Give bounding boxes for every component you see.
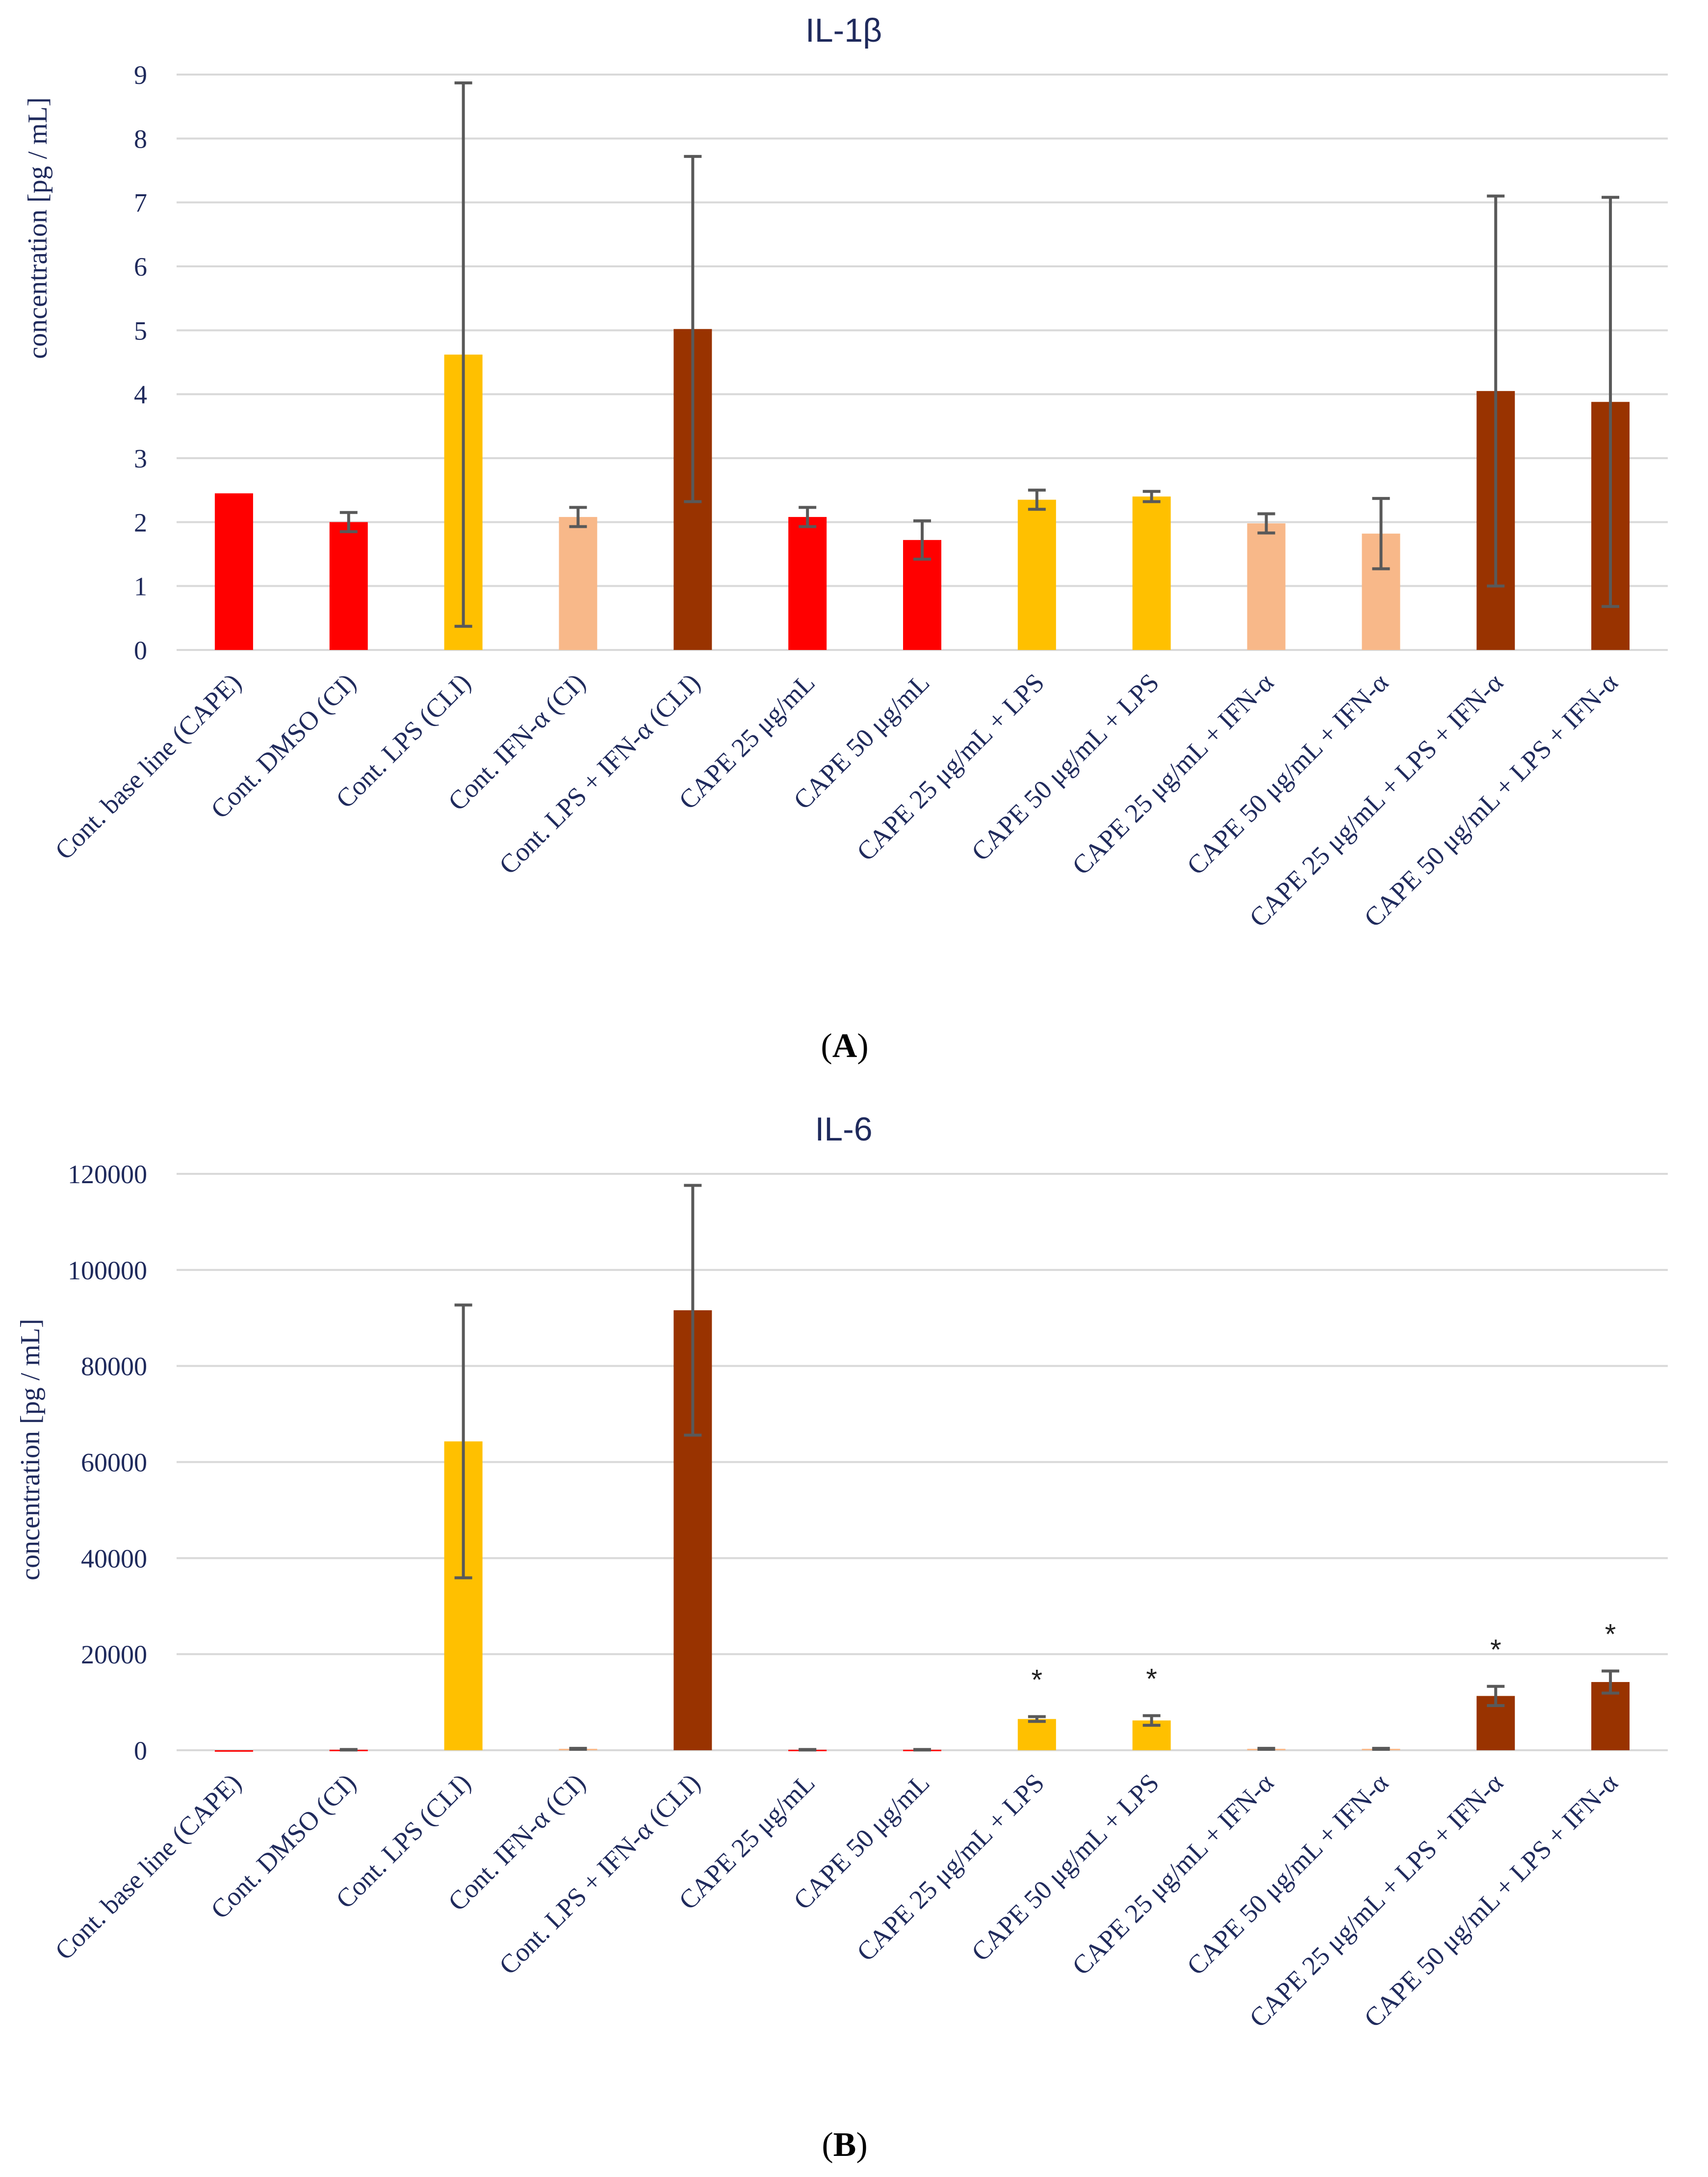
category-label: Cont. LPS + IFN-α (CLI) xyxy=(493,668,706,880)
error-bar xyxy=(1257,512,1275,535)
chart-title-il-1b: IL-1β xyxy=(805,12,882,49)
y-axis-label-il-1b: concentration [pg / mL] xyxy=(23,97,53,359)
error-bar xyxy=(1602,196,1620,608)
category-label: CAPE 50 μg/mL + LPS + IFN-α xyxy=(1358,668,1623,933)
error-bar xyxy=(1142,490,1161,503)
chart-title-il-6: IL-6 xyxy=(815,1111,872,1148)
significance-marker: * xyxy=(1032,1664,1043,1696)
gridlines xyxy=(177,74,1668,651)
panel-letter-a: A xyxy=(832,1027,857,1065)
bars xyxy=(214,329,1630,650)
error-bar xyxy=(1372,497,1390,570)
error-bar xyxy=(1028,1715,1046,1723)
category-label: CAPE 50 μg/mL + IFN-α xyxy=(1181,668,1394,881)
panel-b-il-6-chart: IL-6 concentration [pg / mL] 0 20000 40000… xyxy=(15,1111,1668,2164)
category-label: Cont. base line (CAPE) xyxy=(49,1768,247,1966)
category-label: Cont. base line (CAPE) xyxy=(49,668,247,865)
y-tick-label: 0 xyxy=(134,636,147,665)
category-label: CAPE 50 μg/mL + LPS xyxy=(966,668,1165,867)
y-tick-label: 6 xyxy=(134,252,147,282)
error-bar xyxy=(1142,1714,1161,1727)
bar xyxy=(1247,523,1286,650)
category-label: CAPE 50 μg/mL + IFN-α xyxy=(1181,1768,1394,1981)
error-bar xyxy=(1372,1747,1390,1751)
y-tick-label: 80000 xyxy=(81,1352,147,1381)
category-label: CAPE 25 μg/mL + LPS xyxy=(851,1768,1050,1967)
error-bar xyxy=(684,1184,702,1437)
error-bars xyxy=(339,1184,1620,1752)
y-tick-labels: 0 1 2 3 4 5 6 7 8 9 xyxy=(134,60,147,665)
significance-marker: * xyxy=(1146,1663,1157,1695)
y-tick-label: 40000 xyxy=(81,1544,147,1573)
y-tick-label: 100000 xyxy=(68,1256,147,1285)
error-bar xyxy=(569,506,587,528)
y-tick-label: 60000 xyxy=(81,1448,147,1477)
category-label: CAPE 25 μg/mL + LPS xyxy=(851,668,1050,867)
y-tick-label: 20000 xyxy=(81,1640,147,1669)
category-label: Cont. LPS + IFN-α (CLI) xyxy=(493,1768,706,1980)
bar xyxy=(214,493,253,650)
bar xyxy=(214,1750,253,1752)
panel-label-a: (A) xyxy=(821,1027,868,1065)
y-tick-label: 1 xyxy=(134,572,147,601)
error-bar xyxy=(454,1303,472,1580)
bar xyxy=(1017,499,1056,650)
error-bar xyxy=(913,519,931,561)
error-bar xyxy=(684,155,702,503)
error-bar xyxy=(339,511,358,533)
error-bars xyxy=(339,81,1620,628)
y-tick-label: 8 xyxy=(134,124,147,154)
bar xyxy=(559,517,597,650)
bar xyxy=(788,517,827,650)
panel-letter-b: B xyxy=(833,2126,856,2164)
category-label: CAPE 25 μg/mL + LPS + IFN-α xyxy=(1243,1768,1508,2033)
y-tick-label: 7 xyxy=(134,188,147,218)
panel-label-b: (B) xyxy=(822,2126,867,2164)
bar xyxy=(1132,496,1171,650)
category-labels: Cont. base line (CAPE)Cont. DMSO (CI)Con… xyxy=(49,1768,1623,2033)
bar xyxy=(329,522,368,650)
category-label: CAPE 25 μg/mL + IFN-α xyxy=(1066,1768,1279,1981)
y-tick-label: 2 xyxy=(134,508,147,537)
panel-a-il-1b-chart: IL-1β concentration [pg / mL] 0 1 2 3 4 5 6 7 8 9… xyxy=(23,12,1668,1065)
bars xyxy=(214,1310,1630,1752)
error-bar xyxy=(1487,194,1505,588)
error-bar xyxy=(1602,1669,1620,1695)
category-label: CAPE 25 μg/mL + IFN-α xyxy=(1066,668,1279,881)
y-tick-label: 5 xyxy=(134,316,147,345)
y-tick-label: 9 xyxy=(134,60,147,90)
y-tick-label: 120000 xyxy=(68,1160,147,1189)
y-tick-label: 0 xyxy=(134,1736,147,1765)
error-bar xyxy=(454,81,472,628)
error-bar xyxy=(1257,1747,1275,1751)
error-bar xyxy=(569,1747,587,1751)
category-labels: Cont. base line (CAPE)Cont. DMSO (CI)Con… xyxy=(49,668,1623,933)
y-axis-label-il-6: concentration [pg / mL] xyxy=(15,1319,46,1580)
y-tick-label: 3 xyxy=(134,444,147,473)
gridlines xyxy=(177,1173,1668,1751)
category-label: CAPE 25 μg/mL + LPS + IFN-α xyxy=(1243,668,1508,933)
error-bar xyxy=(1487,1685,1505,1707)
bar xyxy=(1017,1719,1056,1750)
error-bar xyxy=(799,506,817,528)
category-label: CAPE 50 μg/mL + LPS xyxy=(966,1768,1165,1967)
y-tick-label: 4 xyxy=(134,380,147,410)
category-label: CAPE 50 μg/mL + LPS + IFN-α xyxy=(1358,1768,1623,2033)
significance-marker: * xyxy=(1490,1634,1501,1666)
significance-markers: * * * * xyxy=(1032,1618,1616,1696)
significance-marker: * xyxy=(1605,1618,1616,1650)
y-tick-labels: 0 20000 40000 60000 80000 100000 120000 xyxy=(68,1160,147,1765)
error-bar xyxy=(1028,489,1046,511)
